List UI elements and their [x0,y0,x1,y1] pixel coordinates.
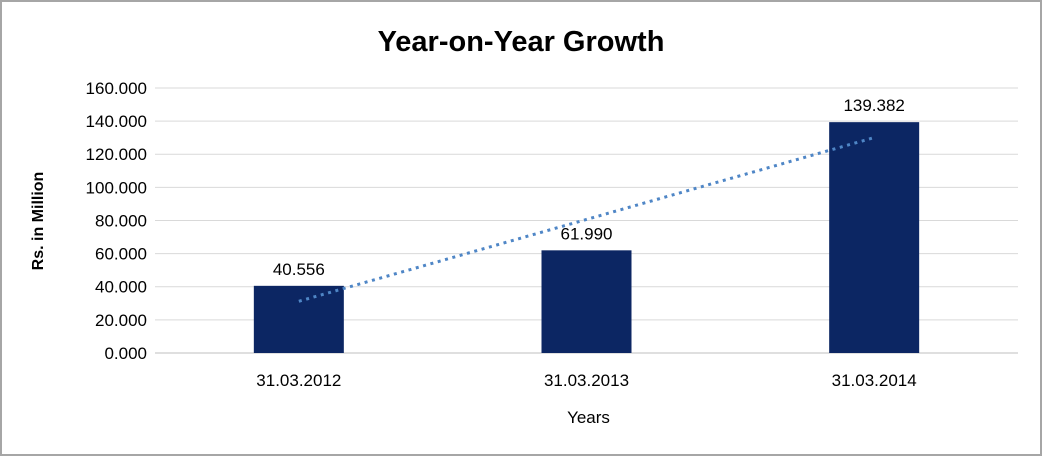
y-tick-label: 120.000 [86,145,147,164]
trendline [298,136,875,303]
x-tick-label: 31.03.2013 [544,371,629,390]
bar [541,250,632,353]
y-tick-label: 100.000 [86,178,147,197]
bar-value-label: 40.556 [273,260,325,279]
y-tick-label: 160.000 [86,79,147,98]
chart-title: Year-on-Year Growth [377,26,665,58]
y-tick-label: 80.000 [95,211,147,230]
bar-value-label: 61.990 [561,224,613,243]
y-tick-label: 60.000 [95,245,147,264]
bar [253,285,344,353]
x-axis-title: Years [567,408,610,427]
bar-value-label: 139.382 [843,96,904,115]
x-tick-label: 31.03.2014 [832,371,917,390]
y-tick-label: 20.000 [95,311,147,330]
x-tick-label: 31.03.2012 [256,371,341,390]
y-tick-label: 0.000 [104,344,147,363]
y-tick-label: 140.000 [86,112,147,131]
y-tick-label: 40.000 [95,278,147,297]
bar [829,122,920,353]
